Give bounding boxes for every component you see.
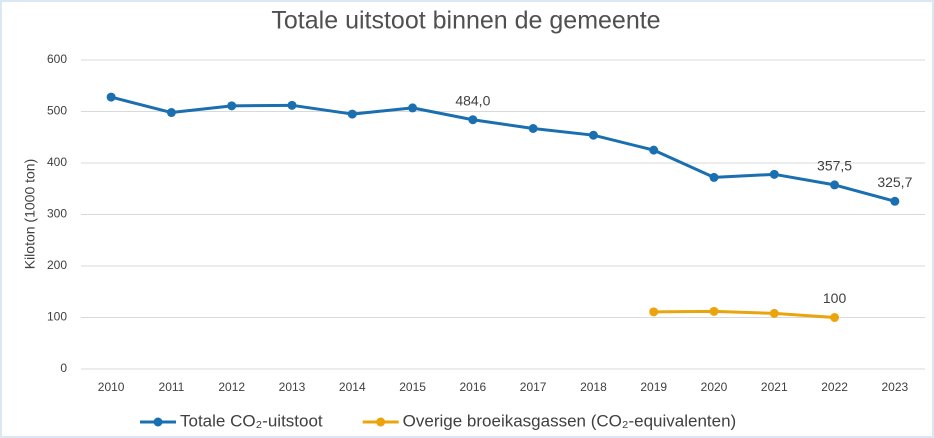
data-label: 100 xyxy=(823,290,847,306)
data-point xyxy=(769,308,779,318)
y-tick-label: 500 xyxy=(47,104,67,118)
data-point xyxy=(769,169,779,179)
series-line xyxy=(110,95,896,203)
x-tick-label: 2015 xyxy=(399,380,426,394)
legend-label: Totale CO₂-uitstoot xyxy=(180,411,323,430)
x-tick-label: 2019 xyxy=(640,380,667,394)
data-point xyxy=(709,172,719,182)
data-point xyxy=(287,100,297,110)
x-tick-label: 2012 xyxy=(218,380,245,394)
x-tick-label: 2023 xyxy=(882,380,909,394)
data-label: 357,5 xyxy=(817,158,852,174)
data-point xyxy=(166,108,176,118)
data-point xyxy=(468,115,478,125)
x-tick-label: 2021 xyxy=(761,380,788,394)
x-tick-label: 2022 xyxy=(821,380,848,394)
data-point xyxy=(649,307,659,317)
legend-label: Overige broeikasgassen (CO₂-equivalenten… xyxy=(403,411,737,430)
data-point xyxy=(588,130,598,140)
data-point xyxy=(830,180,840,190)
data-point xyxy=(106,92,116,102)
x-tick-label: 2011 xyxy=(159,380,185,394)
y-tick-label: 100 xyxy=(47,310,67,324)
y-axis-label: Kiloton (1000 ton) xyxy=(22,159,38,270)
x-tick-label: 2020 xyxy=(701,380,728,394)
data-point xyxy=(890,196,900,206)
x-tick-label: 2017 xyxy=(520,380,547,394)
data-point xyxy=(347,109,357,119)
y-tick-label: 600 xyxy=(47,52,67,66)
data-label: 325,7 xyxy=(877,174,912,190)
data-point xyxy=(408,103,418,113)
y-tick-label: 200 xyxy=(47,258,67,272)
y-tick-label: 300 xyxy=(47,207,67,221)
data-point xyxy=(830,313,840,322)
data-point xyxy=(649,145,659,155)
legend-marker xyxy=(376,417,386,427)
data-point xyxy=(709,306,719,316)
x-tick-label: 2010 xyxy=(98,380,125,394)
y-tick-label: 0 xyxy=(60,361,67,375)
x-tick-label: 2016 xyxy=(460,380,487,394)
data-point xyxy=(227,101,237,111)
data-point xyxy=(528,123,538,133)
legend-marker xyxy=(153,417,163,427)
series-line xyxy=(653,309,835,319)
x-tick-label: 2014 xyxy=(339,380,366,394)
data-label: 484,0 xyxy=(455,92,490,108)
y-tick-label: 400 xyxy=(47,155,67,169)
chart-title: Totale uitstoot binnen de gemeente xyxy=(271,7,660,35)
x-tick-label: 2013 xyxy=(279,380,306,394)
x-tick-label: 2018 xyxy=(580,380,607,394)
